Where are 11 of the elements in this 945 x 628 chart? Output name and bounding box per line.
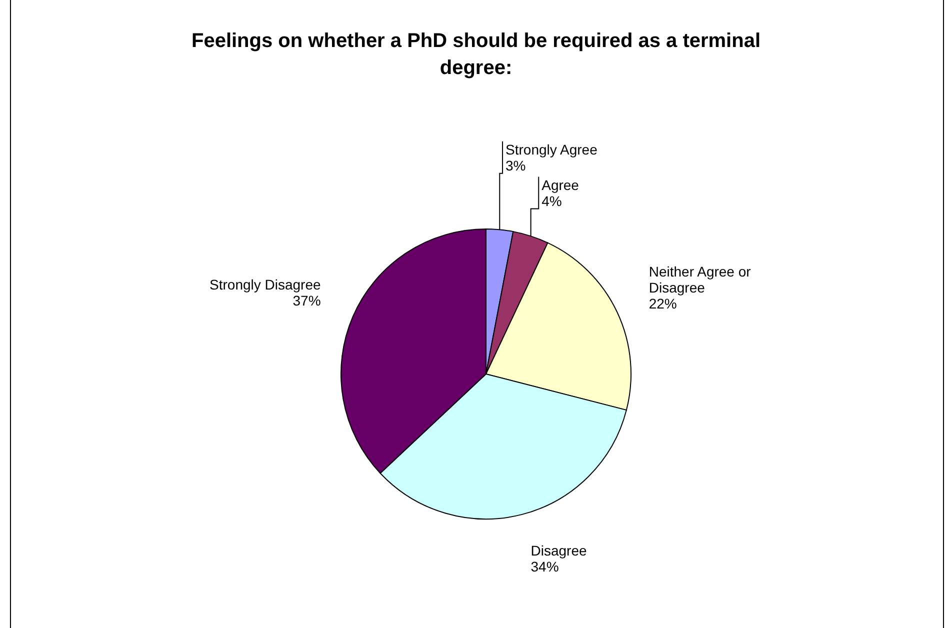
data-label: 3%	[506, 157, 526, 174]
data-label: 34%	[530, 558, 559, 574]
data-label: 37%	[292, 292, 321, 309]
slice-label: Disagree	[530, 542, 588, 558]
slice-label: Agree	[542, 176, 580, 193]
slice-label: Neither Agree or Disagree	[648, 263, 752, 296]
slice-label: Strongly Agree	[506, 141, 598, 158]
slice-label: Strongly Disagree	[210, 276, 322, 293]
data-label: 22%	[648, 295, 677, 312]
data-label: 4%	[542, 192, 562, 209]
chart-title: Feelings on whether a PhD should be required as a terminal degree:	[190, 29, 762, 81]
